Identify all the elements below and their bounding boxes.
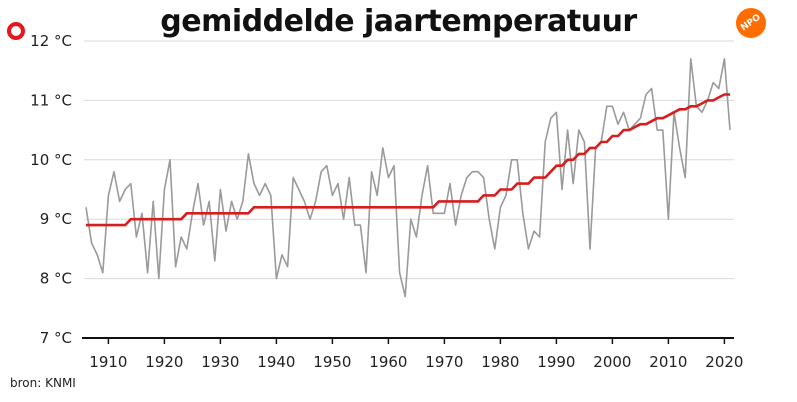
- source-note: bron: KNMI: [10, 376, 76, 390]
- y-tick-label: 8 °C: [40, 270, 72, 288]
- y-tick-label: 9 °C: [40, 210, 72, 228]
- chart-title: gemiddelde jaartemperatuur: [160, 4, 637, 39]
- gridlines: [84, 40, 734, 280]
- series-line-trend: [86, 93, 730, 227]
- x-tick-label: 1940: [257, 353, 295, 371]
- series-lines: [85, 57, 731, 298]
- x-tick-label: 1930: [201, 353, 239, 371]
- y-tick-label: 10 °C: [30, 151, 72, 169]
- x-tick-labels: 1910 1920 1930 1940 1950 1960 1970 1980 1990 2000…: [89, 338, 743, 371]
- y-tick-labels: 7 °C 8 °C 9 °C 10 °C 11 °C 12 °C: [30, 32, 72, 347]
- y-tick-label: 12 °C: [30, 32, 72, 50]
- x-tick-label: 2000: [593, 353, 631, 371]
- y-tick-label: 11 °C: [30, 91, 72, 109]
- x-tick-label: 1920: [145, 353, 183, 371]
- y-tick-label: 7 °C: [40, 329, 72, 347]
- x-tick-label: 2020: [705, 353, 743, 371]
- x-tick-label: 2010: [649, 353, 687, 371]
- x-tick-label: 1970: [425, 353, 463, 371]
- x-tick-label: 1950: [313, 353, 351, 371]
- series-line-annual: [85, 57, 731, 298]
- x-tick-label: 1910: [89, 353, 127, 371]
- x-tick-label: 1980: [481, 353, 519, 371]
- x-tick-label: 1960: [369, 353, 407, 371]
- brand-ring-icon: [7, 22, 25, 40]
- x-tick-label: 1990: [537, 353, 575, 371]
